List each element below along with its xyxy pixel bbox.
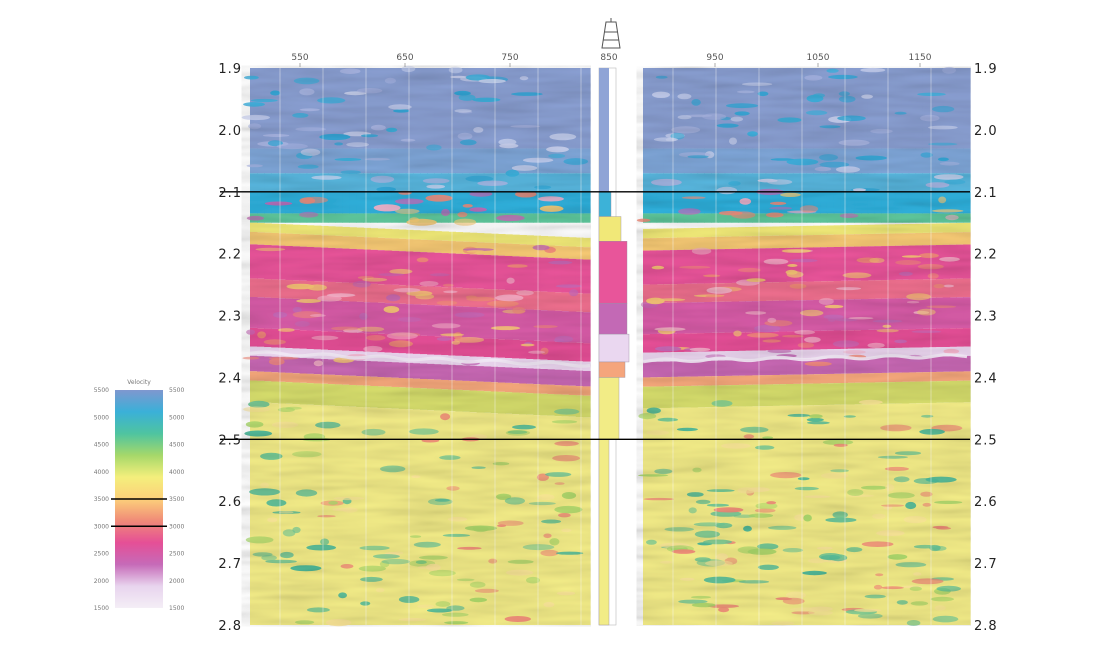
- colorbar-tick-label: 4500: [169, 442, 184, 449]
- y-tick-label-left: 2.8: [218, 619, 242, 634]
- x-tick-label: 1150: [909, 53, 932, 63]
- colorbar-tick-label: 4000: [169, 469, 184, 476]
- y-tick-label-right: 1.9: [974, 62, 998, 77]
- colorbar-tick-label: 3500: [94, 496, 109, 503]
- y-axis-right: 1.9 2.0 2.1 2.2 2.3 2.4 2.5 2.6 2.7 2.8: [974, 62, 998, 634]
- y-tick-label-right: 2.3: [974, 310, 998, 325]
- y-tick-label-right: 2.5: [974, 433, 998, 448]
- well-label: 850: [600, 53, 617, 63]
- colorbar-tick-label: 5500: [169, 387, 184, 394]
- y-tick-label-left: 1.9: [218, 62, 242, 77]
- colorbar-tick-label: 5000: [94, 414, 109, 421]
- seismic-panel-right: [636, 66, 971, 626]
- y-tick-label-right: 2.4: [974, 371, 998, 386]
- colorbar-tick-label: 4000: [94, 469, 109, 476]
- x-tick-label: 950: [706, 53, 723, 63]
- y-tick-label-left: 2.4: [218, 371, 242, 386]
- colorbar-tick-label: 1500: [169, 605, 184, 612]
- colorbar-tick-label: 2500: [169, 551, 184, 558]
- well-derrick-icon: [601, 18, 621, 49]
- colorbar-tick-label: 2500: [94, 551, 109, 558]
- colorbar-tick-label: 5000: [169, 414, 184, 421]
- x-tick-label: 1050: [807, 53, 830, 63]
- y-tick-label-right: 2.8: [974, 619, 998, 634]
- y-tick-label-right: 2.2: [974, 248, 998, 263]
- x-tick-label: 550: [291, 53, 308, 63]
- seismic-panel-left: [241, 65, 591, 627]
- x-tick-label: 650: [396, 53, 413, 63]
- y-tick-label-left: 2.7: [218, 557, 242, 572]
- y-tick-label-left: 2.5: [218, 433, 242, 448]
- colorbar-header: Velocity: [127, 379, 151, 386]
- colorbar-tick-label: 5500: [94, 387, 109, 394]
- colorbar-tick-label: 3000: [94, 523, 109, 530]
- horizon-lines: [220, 191, 970, 441]
- y-tick-label-left: 2.3: [218, 310, 242, 325]
- well-log-track: [598, 67, 630, 626]
- y-tick-label-right: 2.1: [974, 186, 998, 201]
- colorbar-tick-label: 2000: [169, 578, 184, 585]
- y-tick-label-right: 2.0: [974, 124, 998, 139]
- colorbar-tick-label: 3500: [169, 496, 184, 503]
- x-tick-label: 750: [501, 53, 518, 63]
- y-tick-label-left: 2.0: [218, 124, 242, 139]
- y-tick-label-left: 2.6: [218, 495, 242, 510]
- y-axis-left: 1.9 2.0 2.1 2.2 2.3 2.4 2.5 2.6 2.7 2.8: [218, 62, 242, 634]
- y-tick-label-right: 2.6: [974, 495, 998, 510]
- colorbar-legend: Velocity 5500 5500 5000 5000 4500 4500 4000 4000…: [94, 379, 185, 612]
- x-axis-top: 550 650 750 850 950 1050 1150: [291, 53, 932, 67]
- colorbar-tick-label: 1500: [94, 605, 109, 612]
- colorbar-tick-label: 3000: [169, 523, 184, 530]
- y-tick-label-left: 2.1: [218, 186, 242, 201]
- colorbar-tick-label: 2000: [94, 578, 109, 585]
- y-tick-label-left: 2.2: [218, 248, 242, 263]
- colorbar-tick-label: 4500: [94, 442, 109, 449]
- y-tick-label-right: 2.7: [974, 557, 998, 572]
